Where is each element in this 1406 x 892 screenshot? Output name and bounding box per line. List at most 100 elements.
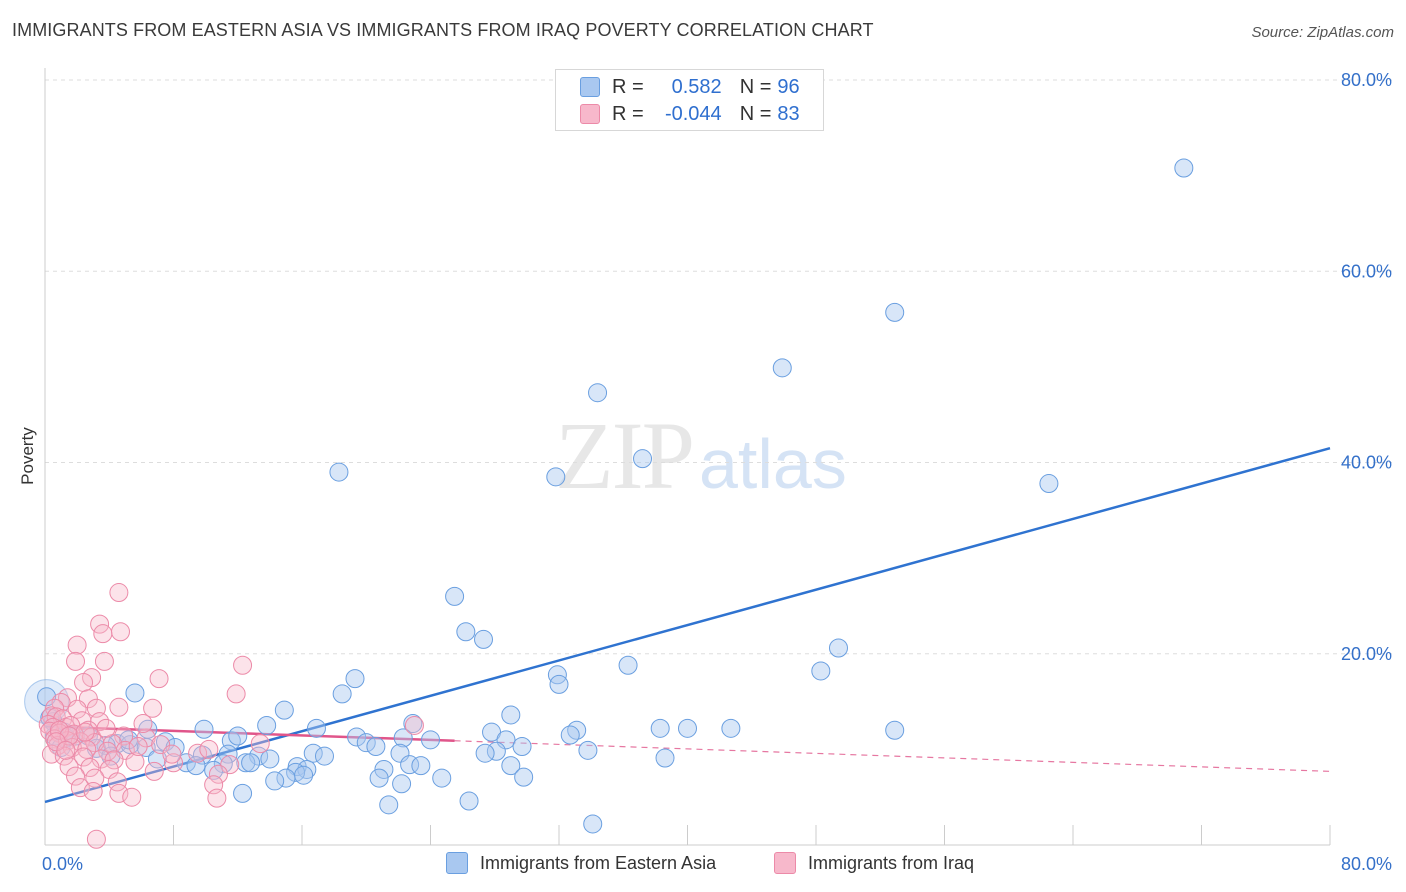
legend-item-iraq[interactable]: Immigrants from Iraq [774, 852, 974, 874]
r-value: 0.582 [671, 75, 722, 98]
data-point-iraq [56, 740, 76, 760]
data-point-eastern-asia [147, 749, 167, 769]
data-point-eastern-asia [578, 740, 598, 760]
data-point-eastern-asia [228, 726, 248, 746]
data-point-iraq [199, 739, 219, 759]
stats-swatch-eastern-asia [580, 77, 600, 97]
data-point-eastern-asia [276, 768, 296, 788]
data-point-iraq [80, 758, 100, 778]
data-point-eastern-asia [274, 700, 294, 720]
series-legend: Immigrants from Eastern Asia Immigrants … [0, 852, 1406, 878]
data-point-iraq [149, 669, 169, 689]
data-point-eastern-asia [297, 759, 317, 779]
data-point-iraq [143, 698, 163, 718]
source-label: Source: ZipAtlas.com [1251, 24, 1394, 41]
data-point-eastern-asia [421, 730, 440, 750]
y-tick-label: 80.0% [1341, 70, 1392, 90]
stats-row-iraq: R = -0.044 N = 83 [580, 102, 800, 126]
series-eastern-asia-points [24, 158, 1194, 834]
data-point-eastern-asia [345, 669, 365, 689]
data-point-eastern-asia [37, 687, 57, 707]
r-value: -0.044 [664, 102, 722, 125]
data-point-iraq [66, 651, 86, 671]
data-point-eastern-asia [655, 748, 675, 768]
data-point-iraq [104, 750, 124, 770]
data-point-eastern-asia [588, 383, 608, 403]
data-point-eastern-asia [678, 718, 697, 738]
data-point-eastern-asia [329, 462, 349, 482]
data-point-iraq [208, 764, 228, 784]
data-point-eastern-asia [236, 753, 256, 773]
stats-row-eastern-asia: R = 0.582 N = 96 [580, 75, 800, 99]
data-point-iraq [74, 672, 94, 692]
data-point-iraq [93, 624, 113, 644]
data-point-eastern-asia [392, 774, 412, 794]
data-point-iraq [70, 778, 90, 798]
data-point-eastern-asia [257, 715, 277, 735]
data-point-iraq [162, 744, 182, 764]
legend-label-iraq: Immigrants from Iraq [808, 852, 975, 873]
data-point-iraq [404, 715, 424, 735]
data-point-iraq [66, 766, 86, 786]
trend-line-iraq-solid [44, 725, 455, 743]
trend-lines [44, 446, 1331, 804]
data-point-eastern-asia [136, 737, 156, 757]
data-point-eastern-asia [514, 767, 534, 787]
data-point-iraq [96, 718, 116, 738]
data-point-iraq [94, 651, 114, 671]
data-point-iraq [49, 720, 69, 740]
data-point-eastern-asia [583, 814, 603, 834]
data-point-eastern-asia [125, 683, 145, 703]
data-point-eastern-asia [547, 665, 567, 685]
legend-item-eastern-asia[interactable]: Immigrants from Eastern Asia [446, 852, 716, 874]
data-point-eastern-asia [366, 737, 386, 757]
data-point-iraq [133, 714, 153, 734]
data-point-eastern-asia [501, 705, 521, 725]
data-point-iraq [226, 684, 246, 704]
data-point-eastern-asia [332, 684, 352, 704]
data-point-eastern-asia [560, 725, 580, 745]
chart-title: IMMIGRANTS FROM EASTERN ASIA VS IMMIGRAN… [12, 20, 874, 40]
data-point-eastern-asia [445, 586, 465, 606]
data-point-eastern-asia [213, 754, 233, 774]
data-point-eastern-asia [546, 467, 566, 487]
data-point-iraq [188, 743, 208, 763]
data-point-eastern-asia [393, 728, 413, 748]
data-point-eastern-asia [303, 743, 323, 763]
data-point-eastern-asia [772, 358, 792, 378]
legend-swatch-eastern-asia [446, 852, 468, 874]
data-point-eastern-asia [314, 746, 334, 766]
tick-labels: 20.0% 40.0% 60.0% 80.0% 0.0% 80.0% [42, 70, 1392, 874]
data-point-iraq [151, 735, 171, 755]
data-point-eastern-asia [885, 720, 905, 740]
data-point-eastern-asia [369, 768, 389, 788]
data-point-eastern-asia [294, 765, 314, 785]
legend-swatch-iraq [774, 852, 796, 874]
data-point-eastern-asia [233, 783, 253, 803]
data-point-iraq [207, 788, 227, 808]
data-point-eastern-asia [260, 749, 280, 769]
data-point-eastern-asia [828, 638, 848, 658]
data-point-eastern-asia [650, 718, 670, 738]
data-point-eastern-asia [512, 737, 532, 757]
data-point-iraq [233, 655, 253, 675]
n-value: 96 [777, 75, 800, 98]
trend-line-eastern-asia [44, 446, 1331, 804]
data-point-iraq [114, 726, 134, 746]
watermark-atlas: atlas [699, 425, 847, 503]
data-point-eastern-asia [475, 743, 495, 763]
series-iraq-points [38, 583, 424, 849]
data-point-eastern-asia [501, 756, 521, 776]
data-point-iraq [67, 635, 87, 655]
n-label: N = [739, 102, 772, 125]
data-point-iraq [220, 755, 240, 775]
x-tick-label: 0.0% [42, 854, 83, 874]
data-point-iraq [110, 622, 130, 642]
data-point-iraq [109, 583, 129, 603]
data-point-eastern-asia [721, 718, 741, 738]
data-point-iraq [67, 699, 87, 719]
data-point-eastern-asia [265, 771, 285, 791]
watermark-zip: ZIP [555, 402, 695, 509]
data-point-eastern-asia [241, 753, 261, 773]
